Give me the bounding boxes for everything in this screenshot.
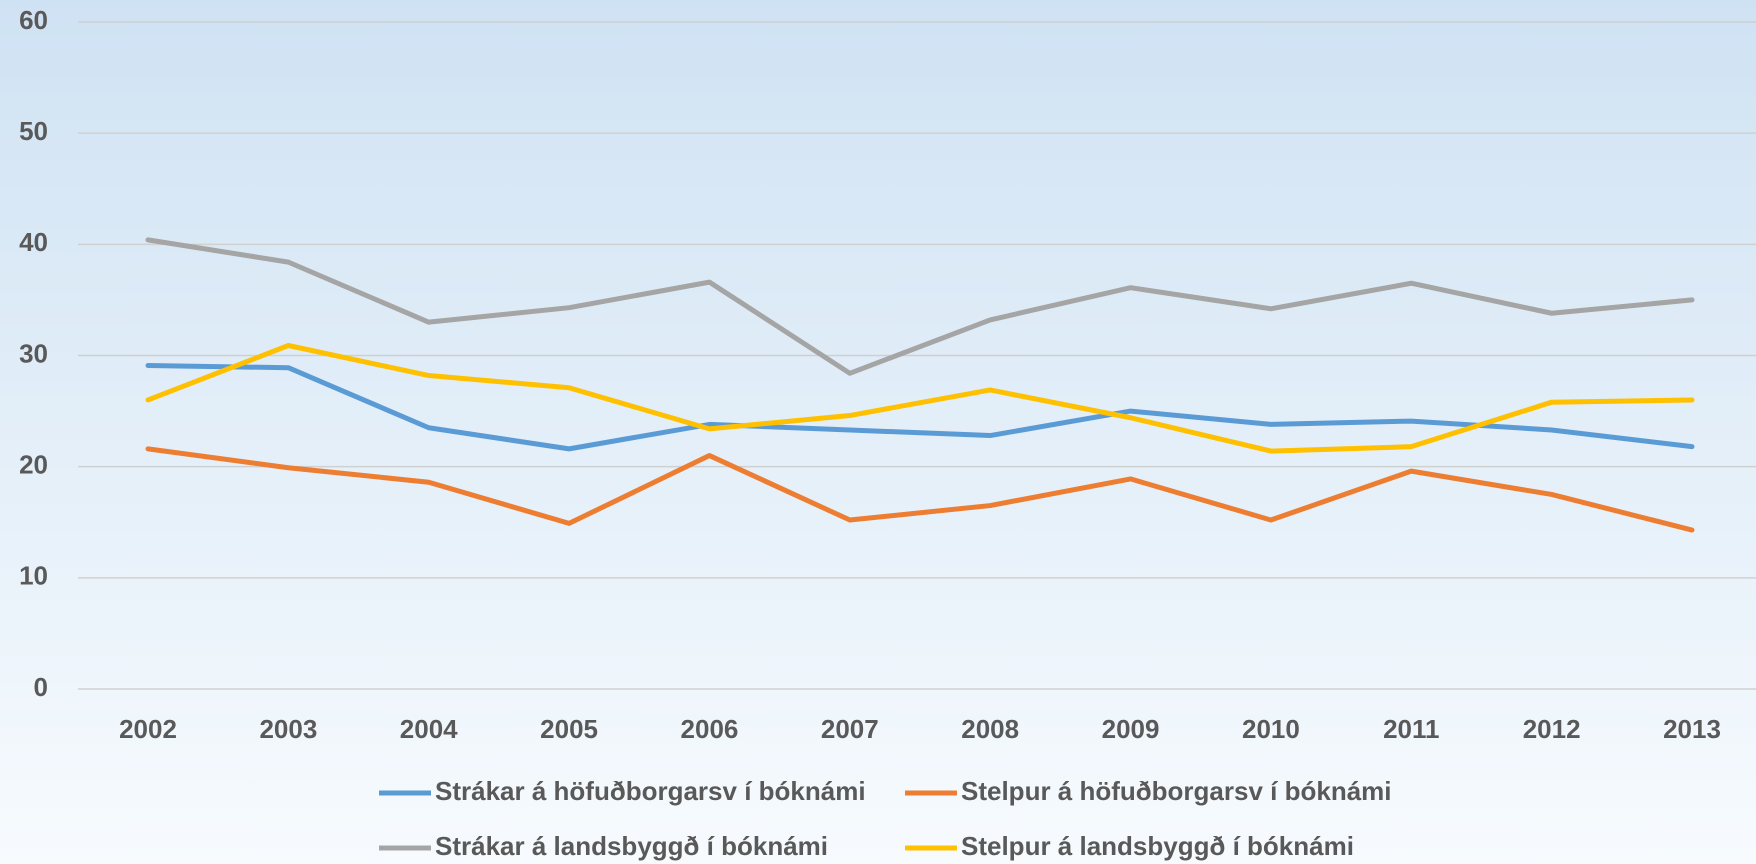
x-tick-label: 2005 xyxy=(540,714,598,744)
y-tick-label: 50 xyxy=(19,116,48,146)
x-tick-label: 2008 xyxy=(961,714,1019,744)
x-tick-label: 2003 xyxy=(259,714,317,744)
y-tick-label: 30 xyxy=(19,338,48,368)
line-series xyxy=(145,363,1695,452)
x-tick-label: 2011 xyxy=(1383,714,1439,744)
legend-label: Stelpur á landsbyggð í bóknámi xyxy=(961,831,1354,861)
y-tick-label: 40 xyxy=(19,227,48,257)
legend-label: Stelpur á höfuðborgarsv í bóknámi xyxy=(961,776,1392,806)
x-tick-label: 2004 xyxy=(400,714,458,744)
x-tick-label: 2007 xyxy=(821,714,879,744)
x-tick-label: 2002 xyxy=(119,714,177,744)
y-tick-label: 20 xyxy=(19,450,48,480)
y-tick-label: 10 xyxy=(19,561,48,591)
y-tick-label: 60 xyxy=(19,5,48,35)
line-series xyxy=(145,237,1695,376)
x-tick-label: 2012 xyxy=(1523,714,1581,744)
line-series xyxy=(145,446,1695,533)
x-tick-label: 2006 xyxy=(681,714,739,744)
legend-label: Strákar á landsbyggð í bóknámi xyxy=(435,831,828,861)
y-tick-label: 0 xyxy=(34,672,48,702)
legend-label: Strákar á höfuðborgarsv í bóknámi xyxy=(435,776,866,806)
x-tick-label: 2013 xyxy=(1663,714,1721,744)
x-tick-label: 2009 xyxy=(1102,714,1160,744)
line-series xyxy=(145,342,1695,454)
x-tick-label: 2010 xyxy=(1242,714,1300,744)
